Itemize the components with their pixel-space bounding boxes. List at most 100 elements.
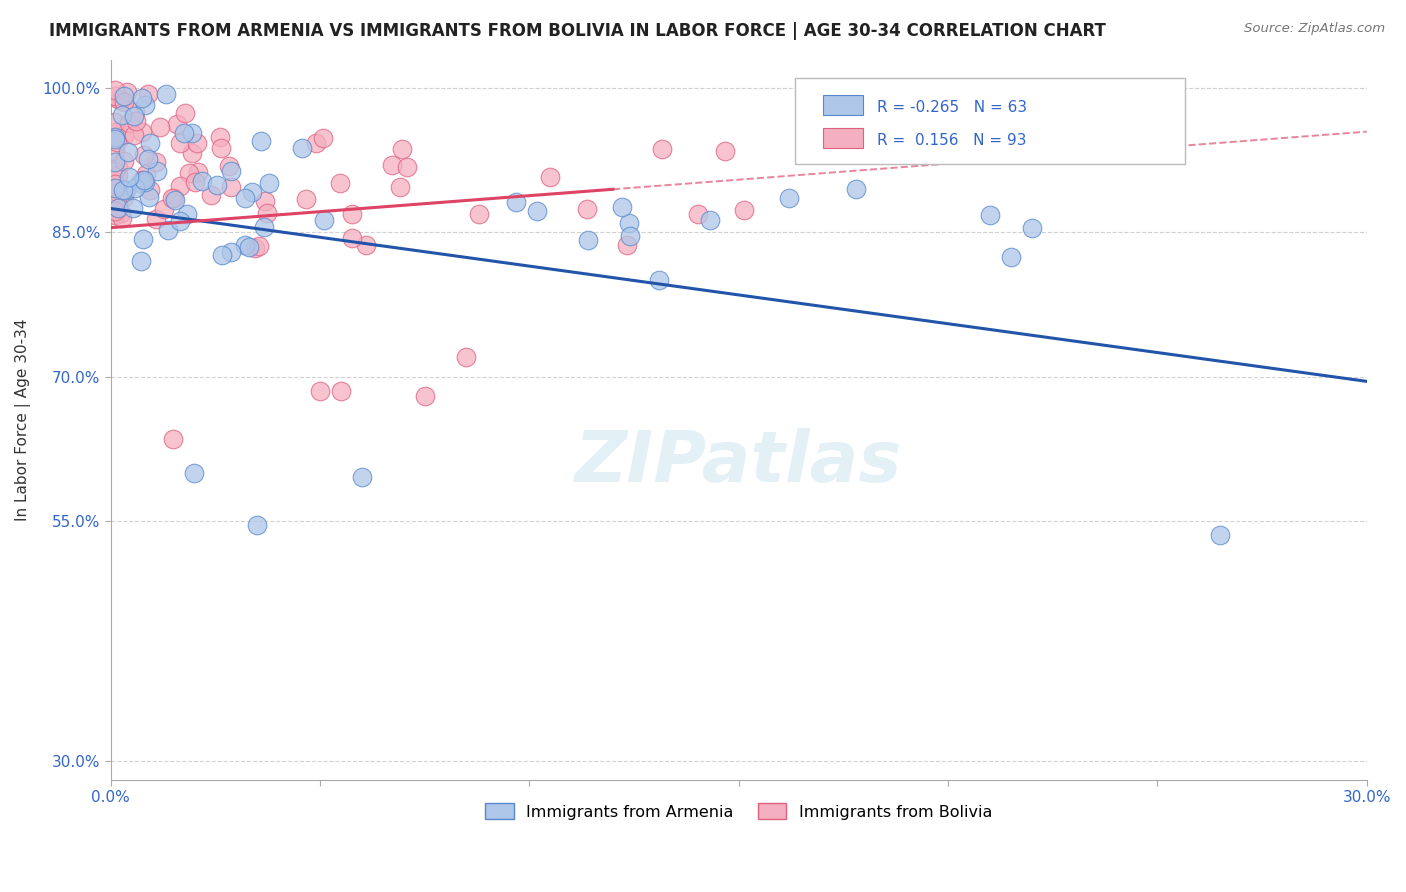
- Point: [112, 153, 135, 168]
- Point: [110, 206, 132, 220]
- Point: [118, 170, 141, 185]
- Point: [131, 126, 153, 140]
- Point: [107, 201, 129, 215]
- Point: [104, 83, 127, 97]
- Point: [169, 178, 191, 193]
- Point: [845, 182, 868, 196]
- Point: [312, 131, 335, 145]
- Point: [104, 115, 127, 129]
- Point: [356, 238, 378, 252]
- Point: [105, 196, 128, 211]
- Point: [246, 518, 269, 533]
- Point: [110, 94, 132, 108]
- Point: [105, 125, 128, 139]
- Point: [187, 165, 209, 179]
- Point: [129, 254, 152, 268]
- Point: [253, 219, 276, 234]
- Text: Source: ZipAtlas.com: Source: ZipAtlas.com: [1244, 22, 1385, 36]
- Bar: [823, 128, 863, 148]
- Point: [128, 176, 150, 190]
- Point: [125, 113, 148, 128]
- Point: [247, 238, 270, 252]
- Point: [115, 183, 138, 197]
- Point: [617, 216, 640, 230]
- Point: [381, 158, 404, 172]
- Point: [111, 183, 134, 197]
- Point: [329, 384, 352, 398]
- Point: [173, 126, 195, 140]
- Point: [156, 223, 179, 237]
- Point: [209, 141, 232, 155]
- Point: [240, 186, 263, 200]
- Point: [139, 183, 162, 197]
- Point: [112, 89, 135, 103]
- Point: [105, 135, 128, 149]
- Point: [104, 130, 127, 145]
- Point: [648, 273, 671, 287]
- Point: [714, 144, 737, 158]
- Point: [208, 130, 231, 145]
- Point: [169, 136, 191, 150]
- Point: [176, 206, 198, 220]
- Point: [575, 202, 598, 216]
- Point: [576, 233, 599, 247]
- Text: IMMIGRANTS FROM ARMENIA VS IMMIGRANTS FROM BOLIVIA IN LABOR FORCE | AGE 30-34 CO: IMMIGRANTS FROM ARMENIA VS IMMIGRANTS FR…: [49, 22, 1107, 40]
- Point: [413, 389, 436, 403]
- Point: [238, 240, 260, 254]
- Point: [104, 155, 127, 169]
- Point: [136, 152, 159, 166]
- Point: [107, 160, 129, 174]
- Point: [162, 432, 184, 446]
- Point: [155, 87, 177, 102]
- Point: [526, 203, 548, 218]
- Point: [162, 191, 184, 205]
- Point: [291, 141, 314, 155]
- Point: [350, 470, 373, 484]
- Point: [118, 116, 141, 130]
- Point: [132, 148, 155, 162]
- Point: [184, 174, 207, 188]
- Point: [104, 180, 127, 194]
- Point: [181, 145, 204, 160]
- Point: [124, 181, 146, 195]
- Point: [117, 145, 139, 159]
- Point: [186, 136, 208, 150]
- Point: [309, 384, 332, 398]
- Point: [651, 142, 673, 156]
- Point: [122, 128, 145, 142]
- Point: [152, 202, 174, 216]
- Point: [134, 175, 156, 189]
- Text: ZIPatlas: ZIPatlas: [575, 428, 903, 498]
- Point: [688, 207, 710, 221]
- Y-axis label: In Labor Force | Age 30-34: In Labor Force | Age 30-34: [15, 318, 31, 521]
- Point: [979, 208, 1001, 222]
- Point: [183, 466, 205, 480]
- Text: R = -0.265   N = 63: R = -0.265 N = 63: [877, 100, 1026, 115]
- Point: [173, 105, 195, 120]
- Point: [138, 190, 160, 204]
- Point: [107, 92, 129, 106]
- Point: [221, 164, 243, 178]
- Point: [104, 144, 127, 158]
- Point: [139, 136, 162, 151]
- Point: [134, 172, 156, 186]
- Point: [111, 211, 134, 225]
- Point: [122, 201, 145, 215]
- Point: [134, 97, 156, 112]
- Point: [108, 92, 131, 106]
- Point: [104, 208, 127, 222]
- Point: [219, 180, 242, 194]
- Point: [505, 194, 527, 209]
- Point: [259, 176, 281, 190]
- Point: [391, 142, 413, 156]
- Point: [1000, 250, 1022, 264]
- Point: [233, 191, 256, 205]
- Point: [218, 159, 240, 173]
- Point: [456, 351, 478, 365]
- Point: [124, 104, 146, 119]
- Point: [117, 85, 139, 99]
- Point: [616, 237, 638, 252]
- Point: [136, 87, 159, 102]
- Point: [166, 117, 188, 131]
- Point: [104, 203, 127, 218]
